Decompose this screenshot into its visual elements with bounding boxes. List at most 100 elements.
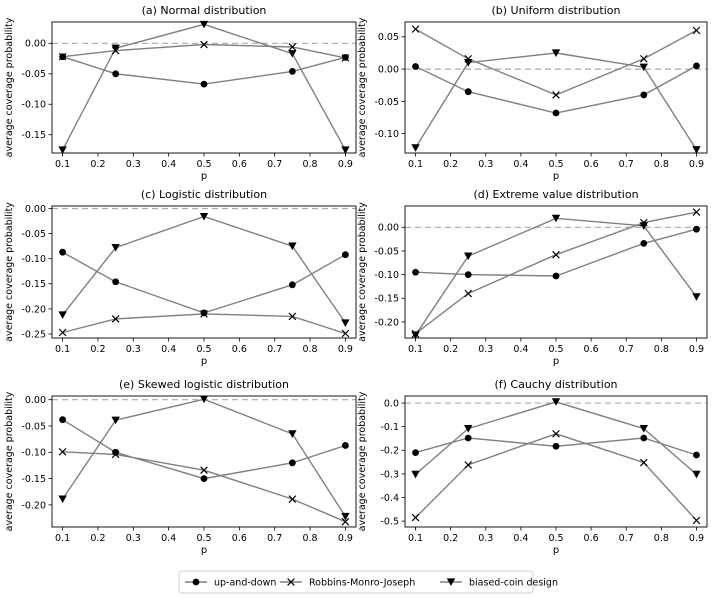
x-tick-label: 0.8	[654, 159, 669, 170]
series-line	[62, 398, 346, 517]
data-point	[341, 146, 350, 154]
data-point	[58, 311, 67, 319]
chart-title: (d) Extreme value distribution	[473, 188, 638, 201]
y-tick-label: -0.20	[21, 500, 46, 511]
x-tick-label: 0.7	[267, 533, 282, 544]
data-point	[200, 40, 208, 49]
x-tick-label: 0.1	[55, 344, 70, 355]
data-point	[58, 495, 67, 504]
x-tick-label: 0.9	[338, 159, 353, 170]
chart-panel: (f) Cauchy distribution 0.1 0.2 0.3 0.4 0.5 0.…	[357, 378, 708, 556]
legend-box	[178, 570, 534, 594]
data-point	[199, 20, 209, 29]
data-point	[288, 50, 297, 58]
x-tick-label: 0.4	[161, 159, 176, 170]
data-point	[639, 458, 648, 467]
y-tick-label: 0.00	[25, 204, 46, 215]
data-point	[200, 475, 208, 482]
data-point	[341, 329, 350, 338]
data-point	[552, 91, 560, 99]
data-point	[552, 442, 560, 450]
legend-marker	[192, 578, 200, 586]
y-tick-label: -0.05	[21, 421, 46, 432]
y-tick-label: 0.00	[25, 395, 46, 406]
data-point	[692, 516, 701, 525]
x-tick-label: 0.1	[408, 533, 423, 544]
data-point	[692, 26, 701, 35]
data-point	[639, 54, 648, 63]
y-tick-label: -0.4	[380, 493, 399, 504]
x-tick-label: 0.4	[513, 344, 528, 355]
x-tick-label: 0.6	[584, 159, 599, 170]
data-point	[288, 242, 297, 251]
y-tick-label: -0.15	[21, 130, 46, 141]
plot-frame	[404, 205, 708, 339]
data-point	[288, 312, 297, 321]
y-tick-label: -0.15	[21, 279, 46, 290]
data-point	[341, 54, 350, 62]
x-tick-label: 0.5	[548, 533, 563, 544]
x-tick-label: 0.6	[584, 533, 599, 544]
legend-marker	[287, 578, 295, 586]
data-point	[411, 331, 420, 340]
data-point	[111, 416, 120, 425]
legend-item: up-and-down	[185, 578, 276, 589]
x-tick-label: 0.6	[584, 344, 599, 355]
y-tick-label: 0.00	[25, 39, 46, 50]
x-tick-label: 0.5	[196, 344, 211, 355]
chart-panel: (b) Uniform distribution 0.1 0.2 0.3 0.4 0.5 0…	[357, 4, 708, 182]
x-axis-label: p	[553, 545, 559, 556]
series-line	[62, 313, 346, 335]
data-point	[692, 146, 701, 154]
data-point	[111, 244, 120, 252]
y-tick-label: 0.00	[378, 223, 399, 234]
data-point	[199, 212, 209, 221]
x-tick-label: 0.8	[654, 533, 669, 544]
data-point	[411, 144, 420, 152]
y-tick-label: -0.10	[374, 270, 399, 281]
data-point	[692, 208, 701, 216]
series-line	[62, 56, 346, 85]
x-tick-label: 0.2	[90, 159, 105, 170]
data-point	[288, 67, 296, 75]
x-tick-label: 0.3	[126, 159, 141, 170]
x-tick-label: 0.2	[443, 159, 458, 170]
data-point	[551, 398, 561, 406]
x-tick-label: 0.9	[338, 533, 353, 544]
data-point	[341, 319, 350, 327]
x-axis-label: p	[201, 545, 207, 556]
y-tick-label: -0.20	[374, 317, 399, 328]
data-point	[111, 450, 120, 459]
data-point	[639, 424, 648, 433]
data-point	[552, 250, 560, 259]
chart-panel: (e) Skewed logistic distribution 0.1 0.2 0.…	[4, 378, 357, 556]
data-point	[552, 429, 560, 438]
data-point	[341, 517, 350, 526]
legend: up-and-down Robbins-Monro-Joseph biased-co…	[178, 570, 558, 594]
data-point	[639, 222, 648, 230]
data-point	[464, 289, 473, 298]
data-point	[58, 52, 67, 61]
data-point	[692, 470, 701, 479]
data-point	[112, 448, 120, 456]
data-point	[464, 271, 472, 279]
y-tick-label: -0.2	[380, 446, 399, 457]
y-tick-label: -0.05	[21, 69, 46, 80]
x-tick-label: 0.5	[548, 159, 563, 170]
x-tick-label: 0.2	[443, 344, 458, 355]
legend-item: Robbins-Monro-Joseph	[280, 578, 415, 589]
data-point	[288, 459, 296, 467]
legend-label: up-and-down	[214, 578, 276, 589]
data-point	[640, 239, 648, 247]
data-point	[288, 430, 297, 438]
x-tick-label: 0.4	[161, 533, 176, 544]
x-tick-label: 0.3	[126, 533, 141, 544]
x-tick-label: 0.7	[619, 344, 634, 355]
legend-item: biased-coin design	[440, 578, 558, 589]
y-axis-label: average coverage probability	[357, 391, 368, 531]
data-point	[112, 70, 120, 78]
y-tick-label: -0.1	[380, 422, 399, 433]
x-tick-label: 0.4	[513, 159, 528, 170]
y-axis-label: average coverage probability	[4, 202, 15, 342]
x-tick-label: 0.2	[443, 533, 458, 544]
